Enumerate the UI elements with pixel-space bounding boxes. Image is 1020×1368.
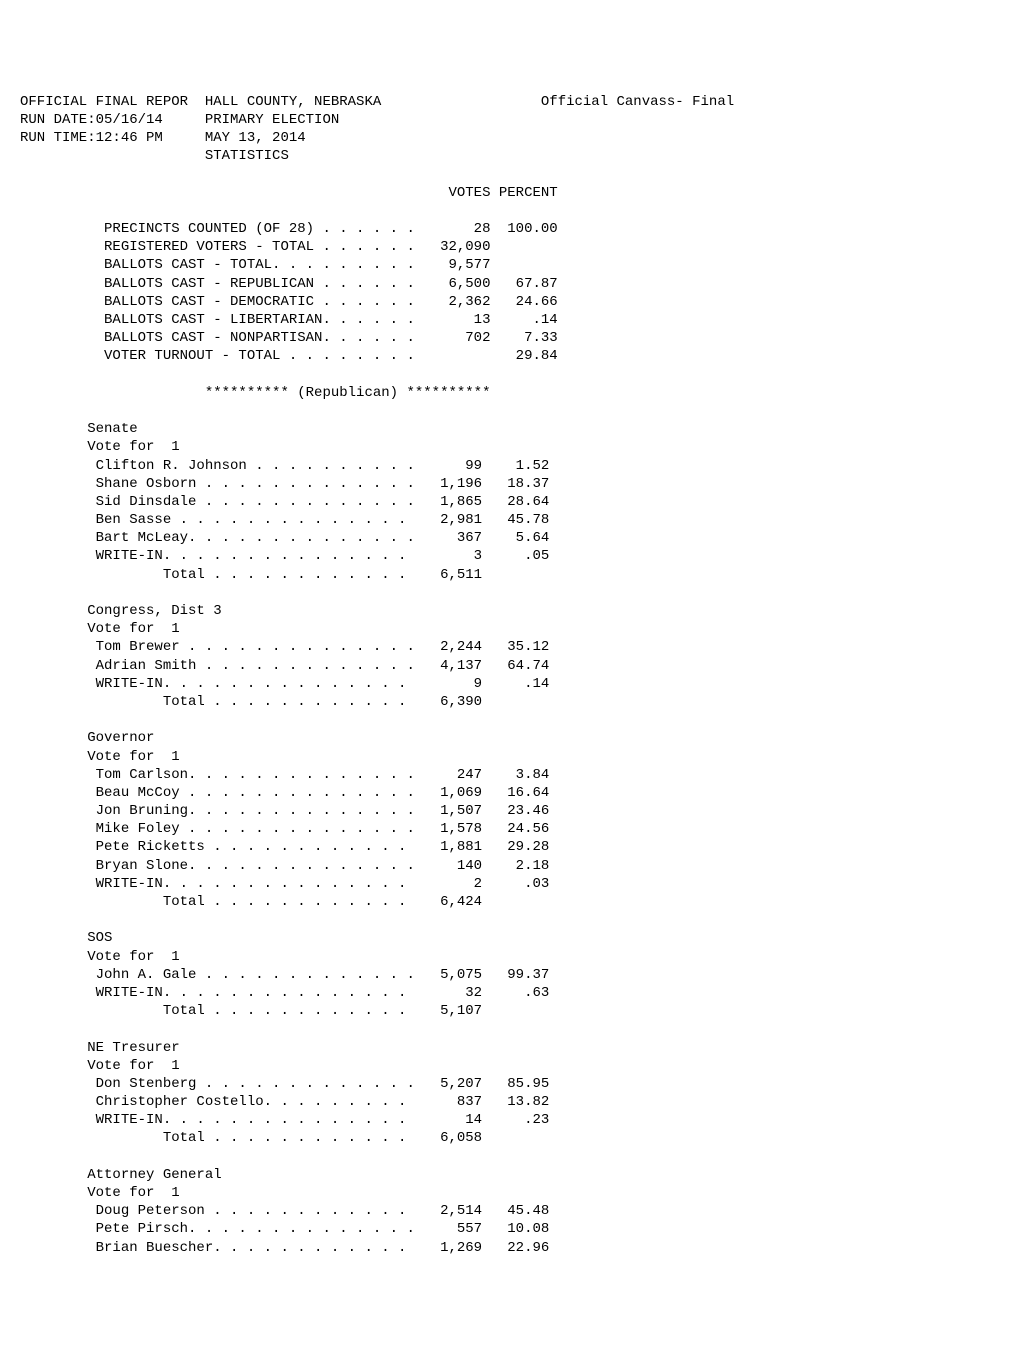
report-page: OFFICIAL FINAL REPOR HALL COUNTY, NEBRAS…	[20, 93, 1000, 1257]
